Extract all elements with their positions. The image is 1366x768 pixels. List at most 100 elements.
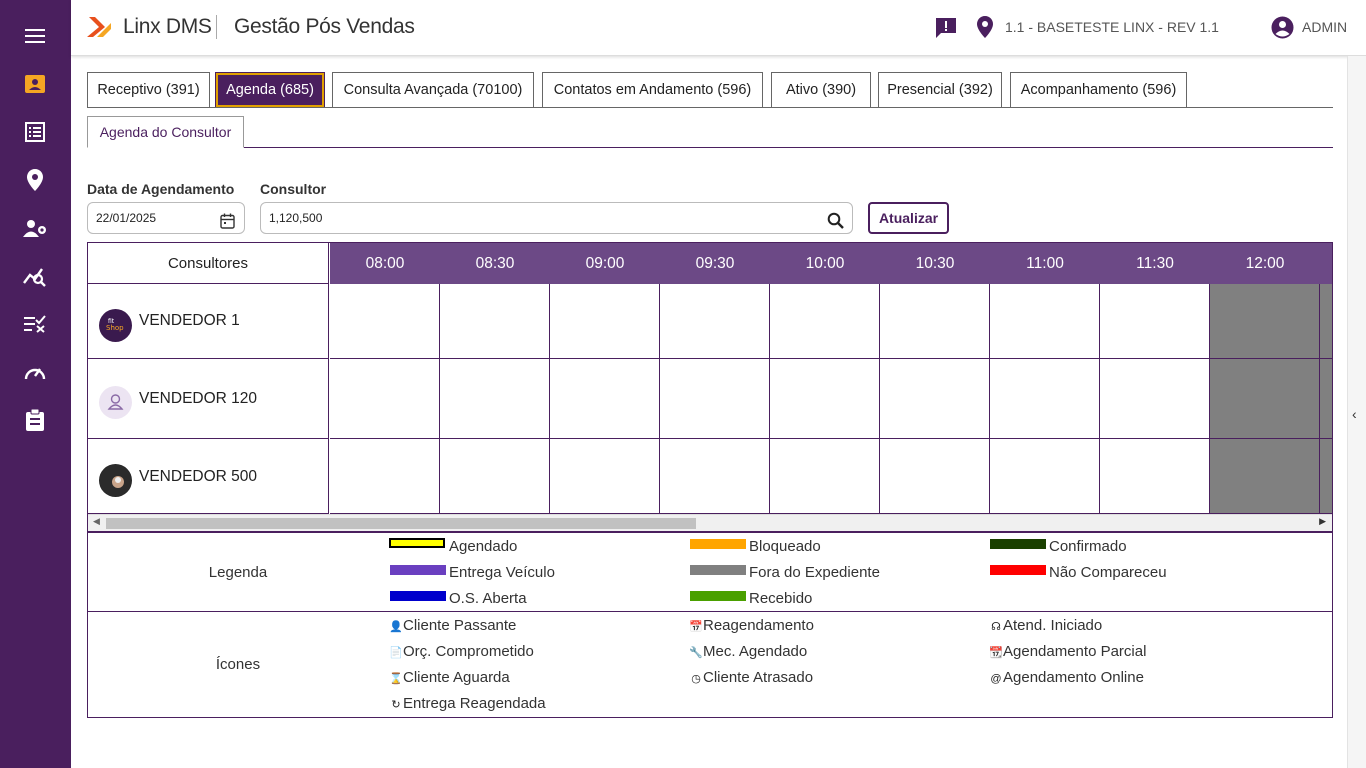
schedule-slot[interactable] bbox=[550, 284, 660, 359]
schedule-slot[interactable] bbox=[770, 359, 880, 439]
icon-legend-label: Agendamento Online bbox=[1003, 669, 1144, 686]
tab-agenda-consultor[interactable]: Agenda do Consultor bbox=[87, 116, 244, 148]
tab-presencial[interactable]: Presencial (392) bbox=[878, 72, 1002, 107]
icon-legend-item: 📄Orç. Comprometido bbox=[389, 643, 534, 660]
scroll-left-icon[interactable]: ◀ bbox=[93, 516, 100, 526]
user-avatar-icon[interactable] bbox=[1271, 16, 1294, 44]
schedule-slot[interactable] bbox=[550, 439, 660, 514]
schedule-slot[interactable] bbox=[1320, 439, 1332, 514]
schedule-slot[interactable] bbox=[990, 284, 1100, 359]
schedule-slot[interactable] bbox=[1320, 284, 1332, 359]
date-field[interactable]: 22/01/2025 bbox=[87, 202, 245, 234]
schedule-slot[interactable] bbox=[1320, 359, 1332, 439]
schedule-slot[interactable] bbox=[550, 359, 660, 439]
schedule-slot[interactable] bbox=[880, 284, 990, 359]
chevron-left-icon[interactable]: ‹ bbox=[1352, 406, 1357, 422]
feedback-icon[interactable] bbox=[935, 17, 957, 44]
analytics-icon[interactable] bbox=[23, 264, 47, 288]
refresh-button[interactable]: Atualizar bbox=[868, 202, 949, 234]
tab-ativo[interactable]: Ativo (390) bbox=[771, 72, 871, 107]
schedule-slot[interactable] bbox=[1210, 359, 1320, 439]
person-icon: 👤 bbox=[389, 621, 403, 633]
search-icon[interactable] bbox=[827, 210, 844, 240]
gauge-icon[interactable] bbox=[23, 360, 47, 384]
legend-section: Legenda Agendado Bloqueado Confirmado En… bbox=[87, 532, 1333, 612]
schedule-slot[interactable] bbox=[1210, 284, 1320, 359]
icon-legend-item: ↻ Entrega Reagendada bbox=[389, 695, 545, 712]
icon-legend-item: 👤Cliente Passante bbox=[389, 617, 516, 634]
legend-swatch bbox=[389, 538, 445, 548]
legend-item: Agendado bbox=[449, 538, 518, 555]
consultant-row-header: VENDEDOR 120 bbox=[88, 359, 329, 439]
schedule-slot[interactable] bbox=[660, 284, 770, 359]
calendar-icon[interactable] bbox=[220, 210, 235, 240]
scroll-right-icon[interactable]: ▶ bbox=[1319, 516, 1326, 526]
schedule-slot[interactable] bbox=[880, 439, 990, 514]
scrollbar-thumb[interactable] bbox=[106, 518, 696, 529]
schedule-slot[interactable] bbox=[1210, 439, 1320, 514]
schedule-slot[interactable] bbox=[1100, 359, 1210, 439]
schedule-slot[interactable] bbox=[770, 284, 880, 359]
time-header: 08:00 bbox=[330, 243, 440, 284]
svg-text:fit: fit bbox=[108, 318, 115, 325]
legend-title: Legenda bbox=[208, 564, 268, 581]
consultant-row-header: fit Shop VENDEDOR 1 bbox=[88, 284, 329, 359]
schedule-slot[interactable] bbox=[660, 359, 770, 439]
location-pin-icon bbox=[977, 16, 993, 43]
legend-item: Fora do Expediente bbox=[749, 564, 880, 581]
svg-text:Shop: Shop bbox=[106, 324, 124, 332]
location-icon[interactable] bbox=[23, 168, 47, 192]
icon-legend-item: @Agendamento Online bbox=[989, 669, 1144, 686]
schedule-slot[interactable] bbox=[660, 439, 770, 514]
icon-legend-item: ◷ Cliente Atrasado bbox=[689, 669, 813, 686]
schedule-slot[interactable] bbox=[440, 439, 550, 514]
time-header: 10:30 bbox=[880, 243, 990, 284]
schedule-slot[interactable] bbox=[990, 359, 1100, 439]
header-divider bbox=[216, 15, 217, 39]
legend-item: Bloqueado bbox=[749, 538, 821, 555]
schedule-slot[interactable] bbox=[330, 284, 440, 359]
clipboard-icon[interactable] bbox=[23, 408, 47, 432]
schedule-slot[interactable] bbox=[440, 284, 550, 359]
horizontal-scrollbar[interactable]: ◀ ▶ bbox=[88, 514, 1332, 531]
consultor-search-input[interactable]: 1,120,500 bbox=[260, 202, 853, 234]
calendar-icon: 📅 bbox=[689, 621, 703, 633]
tab-acompanhamento[interactable]: Acompanhamento (596) bbox=[1010, 72, 1187, 107]
legend-swatch bbox=[690, 565, 746, 575]
schedule-slot[interactable] bbox=[330, 439, 440, 514]
schedule-grid: Consultores 08:00 08:30 09:00 09:30 10:0… bbox=[87, 242, 1333, 532]
tab-receptivo[interactable]: Receptivo (391) bbox=[87, 72, 210, 107]
schedule-slot[interactable] bbox=[440, 359, 550, 439]
time-header: 08:30 bbox=[440, 243, 550, 284]
tab-contatos-andamento[interactable]: Contatos em Andamento (596) bbox=[542, 72, 763, 107]
time-header: 12:00 bbox=[1210, 243, 1320, 284]
legend-item: Recebido bbox=[749, 590, 813, 607]
hourglass-icon: ⌛ bbox=[389, 673, 403, 685]
clock-icon: ◷ bbox=[691, 673, 701, 685]
document-icon: 📄 bbox=[389, 647, 403, 659]
tab-agenda[interactable]: Agenda (685) bbox=[215, 72, 325, 107]
right-panel-toggle[interactable]: ‹ bbox=[1347, 56, 1366, 768]
checklist-icon[interactable] bbox=[23, 312, 47, 336]
schedule-slot[interactable] bbox=[1100, 284, 1210, 359]
schedule-slot[interactable] bbox=[330, 359, 440, 439]
contacts-icon[interactable] bbox=[23, 72, 47, 96]
users-gear-icon[interactable] bbox=[23, 216, 47, 240]
schedule-slot[interactable] bbox=[990, 439, 1100, 514]
schedule-slot[interactable] bbox=[770, 439, 880, 514]
avatar bbox=[99, 386, 132, 419]
user-name[interactable]: ADMIN bbox=[1302, 19, 1348, 35]
tab-consulta-avancada[interactable]: Consulta Avançada (70100) bbox=[332, 72, 534, 107]
icon-legend-item: 🔧Mec. Agendado bbox=[689, 643, 807, 660]
menu-icon[interactable] bbox=[23, 24, 47, 48]
linx-logo-icon bbox=[85, 15, 111, 44]
icon-legend-item: 📅Reagendamento bbox=[689, 617, 814, 634]
company-selector[interactable]: 1.1 - BASETESTE LINX - REV 1.1 bbox=[1005, 19, 1219, 35]
schedule-slot[interactable] bbox=[880, 359, 990, 439]
list-icon[interactable] bbox=[23, 120, 47, 144]
time-header: 09:00 bbox=[550, 243, 660, 284]
icon-legend-item: ⌛Cliente Aguarda bbox=[389, 669, 510, 686]
schedule-slot[interactable] bbox=[1100, 439, 1210, 514]
time-header: 11:30 bbox=[1100, 243, 1210, 284]
legend-swatch bbox=[390, 565, 446, 575]
